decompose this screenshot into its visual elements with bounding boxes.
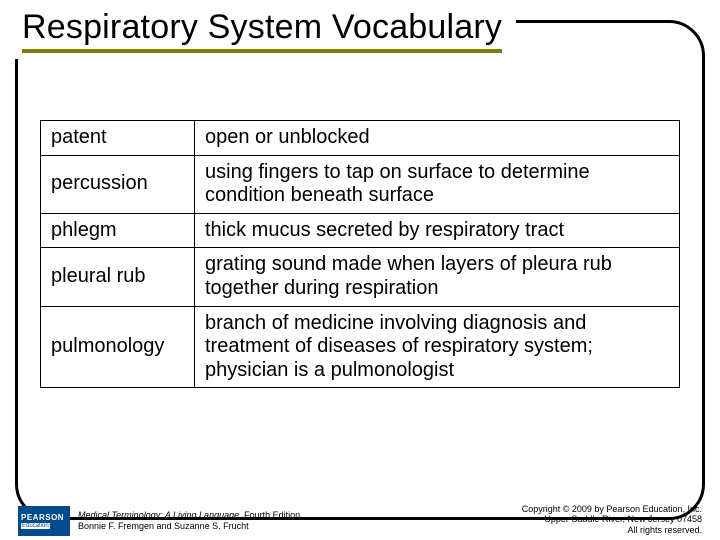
book-title: Medical Terminology: A Living Language,	[78, 510, 242, 520]
book-edition: Fourth Edition	[242, 510, 301, 520]
vocab-table: patent open or unblocked percussion usin…	[40, 120, 680, 388]
authors-line: Bonnie F. Fremgen and Suzanne S. Frucht	[78, 521, 300, 532]
copyright-line-3: All rights reserved.	[522, 525, 702, 536]
book-line: Medical Terminology: A Living Language, …	[78, 510, 300, 521]
term-cell: patent	[41, 121, 195, 156]
table-row: phlegm thick mucus secreted by respirato…	[41, 213, 680, 248]
slide-title: Respiratory System Vocabulary	[22, 8, 502, 47]
copyright-line-1: Copyright © 2009 by Pearson Education, I…	[522, 504, 702, 515]
term-cell: pulmonology	[41, 306, 195, 388]
term-cell: phlegm	[41, 213, 195, 248]
footer-right: Copyright © 2009 by Pearson Education, I…	[522, 504, 702, 536]
pearson-logo: PEARSON Education	[18, 506, 70, 536]
title-block: Respiratory System Vocabulary	[12, 4, 516, 59]
term-cell: pleural rub	[41, 248, 195, 306]
definition-cell: grating sound made when layers of pleura…	[195, 248, 680, 306]
footer: PEARSON Education Medical Terminology: A…	[18, 504, 702, 536]
definition-cell: thick mucus secreted by respiratory trac…	[195, 213, 680, 248]
table-row: patent open or unblocked	[41, 121, 680, 156]
footer-left-text: Medical Terminology: A Living Language, …	[78, 510, 300, 532]
table-row: pleural rub grating sound made when laye…	[41, 248, 680, 306]
title-underline	[22, 49, 502, 53]
definition-cell: open or unblocked	[195, 121, 680, 156]
table-row: pulmonology branch of medicine involving…	[41, 306, 680, 388]
definition-cell: using fingers to tap on surface to deter…	[195, 155, 680, 213]
copyright-line-2: Upper Saddle River, New Jersey 07458	[522, 514, 702, 525]
logo-sub: Education	[21, 523, 50, 529]
term-cell: percussion	[41, 155, 195, 213]
table-row: percussion using fingers to tap on surfa…	[41, 155, 680, 213]
definition-cell: branch of medicine involving diagnosis a…	[195, 306, 680, 388]
logo-brand: PEARSON	[21, 514, 64, 522]
vocab-table-body: patent open or unblocked percussion usin…	[41, 121, 680, 388]
footer-left: PEARSON Education Medical Terminology: A…	[18, 506, 300, 536]
